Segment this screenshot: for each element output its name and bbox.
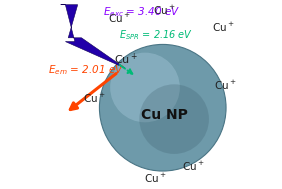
Circle shape — [139, 84, 209, 154]
Text: Cu NP: Cu NP — [141, 108, 188, 122]
Text: Cu$^+$: Cu$^+$ — [214, 78, 236, 92]
Text: Cu$^+$: Cu$^+$ — [83, 92, 106, 105]
Circle shape — [100, 44, 226, 171]
Text: $E_{SPR}$ = 2.16 eV: $E_{SPR}$ = 2.16 eV — [119, 28, 193, 42]
Text: Cu$^+$: Cu$^+$ — [144, 172, 166, 185]
Text: $E_{em}$ = 2.01 eV: $E_{em}$ = 2.01 eV — [49, 63, 125, 77]
Circle shape — [110, 53, 180, 122]
Text: Cu$^+$: Cu$^+$ — [108, 11, 131, 25]
Text: $E_{exc}$ = 3.40 eV: $E_{exc}$ = 3.40 eV — [103, 5, 180, 19]
Text: Cu$^+$: Cu$^+$ — [212, 21, 235, 34]
Text: Cu$^+$: Cu$^+$ — [114, 52, 138, 67]
Text: Cu$^+$: Cu$^+$ — [153, 4, 176, 17]
Text: Cu$^+$: Cu$^+$ — [182, 160, 204, 173]
Polygon shape — [61, 5, 125, 68]
